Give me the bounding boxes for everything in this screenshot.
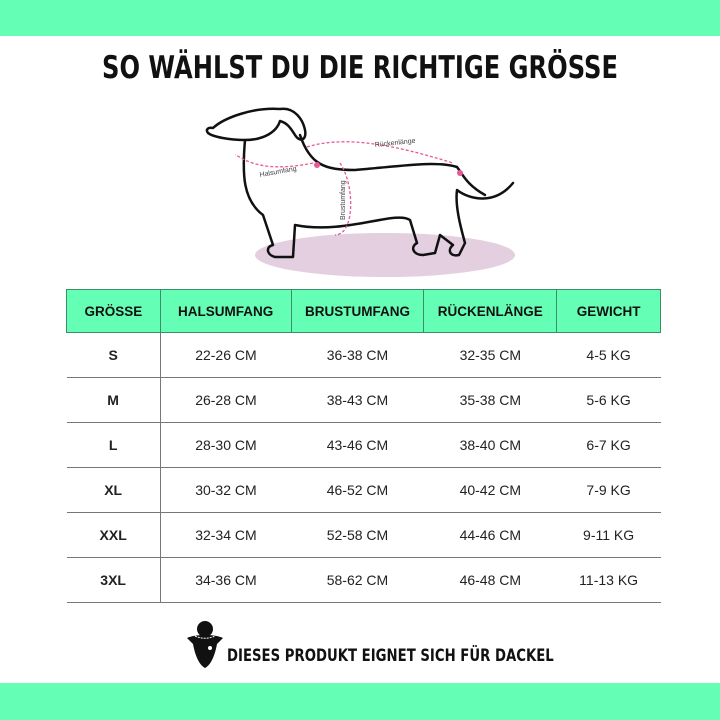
cell-neck: 28-30 CM xyxy=(160,422,292,468)
header-size: GRÖSSE xyxy=(66,289,161,333)
cell-size: S xyxy=(66,332,161,378)
cell-chest: 58-62 CM xyxy=(291,557,424,603)
dachshund-measurement-diagram: Rückenlänge Halsumfang Brustumfang xyxy=(205,107,515,277)
cell-chest: 43-46 CM xyxy=(291,422,424,468)
cell-chest: 36-38 CM xyxy=(291,332,424,378)
cell-neck: 34-36 CM xyxy=(160,557,292,603)
cell-chest: 38-43 CM xyxy=(291,377,424,423)
cell-back: 40-42 CM xyxy=(423,467,557,513)
page-title: SO WÄHLST DU DIE RICHTIGE GRÖSSE xyxy=(102,50,618,86)
cell-back: 38-40 CM xyxy=(423,422,557,468)
cell-size: L xyxy=(66,422,161,468)
cell-weight: 4-5 KG xyxy=(556,332,661,378)
table-row: XXL 32-34 CM 52-58 CM 44-46 CM 9-11 KG xyxy=(66,512,661,558)
table-row: S 22-26 CM 36-38 CM 32-35 CM 4-5 KG xyxy=(66,332,661,378)
dog-head xyxy=(205,107,307,142)
cell-weight: 9-11 KG xyxy=(556,512,661,558)
dachshund-logo-icon xyxy=(187,621,223,668)
cell-weight: 7-9 KG xyxy=(556,467,661,513)
cell-chest: 52-58 CM xyxy=(291,512,424,558)
table-row: M 26-28 CM 38-43 CM 35-38 CM 5-6 KG xyxy=(66,377,661,423)
cell-back: 32-35 CM xyxy=(423,332,557,378)
footer-text: DIESES PRODUKT EIGNET SICH FÜR DACKEL xyxy=(227,646,554,666)
cell-neck: 32-34 CM xyxy=(160,512,292,558)
cell-back: 46-48 CM xyxy=(423,557,557,603)
bottom-band xyxy=(0,683,720,720)
label-neck: Halsumfang xyxy=(259,166,297,179)
table-row: XL 30-32 CM 46-52 CM 40-42 CM 7-9 KG xyxy=(66,467,661,513)
cell-size: 3XL xyxy=(66,557,161,603)
cell-weight: 11-13 KG xyxy=(556,557,661,603)
label-chest: Brustumfang xyxy=(340,180,347,220)
label-back: Rückenlänge xyxy=(374,138,415,149)
table-row: L 28-30 CM 43-46 CM 38-40 CM 6-7 KG xyxy=(66,422,661,468)
cell-weight: 6-7 KG xyxy=(556,422,661,468)
table-header-row: GRÖSSE HALSUMFANG BRUSTUMFANG RÜCKENLÄNG… xyxy=(66,289,661,333)
dog-back xyxy=(298,133,487,197)
cell-size: XXL xyxy=(66,512,161,558)
cell-back: 35-38 CM xyxy=(423,377,557,423)
cell-neck: 30-32 CM xyxy=(160,467,292,513)
cell-size: M xyxy=(66,377,161,423)
top-band xyxy=(0,0,720,36)
cell-weight: 5-6 KG xyxy=(556,377,661,423)
cell-neck: 22-26 CM xyxy=(160,332,292,378)
size-table: GRÖSSE HALSUMFANG BRUSTUMFANG RÜCKENLÄNG… xyxy=(66,289,661,603)
cell-back: 44-46 CM xyxy=(423,512,557,558)
header-neck: HALSUMFANG xyxy=(159,289,292,333)
header-weight: GEWICHT xyxy=(556,289,661,333)
header-back: RÜCKENLÄNGE xyxy=(423,289,558,333)
footer-note: DIESES PRODUKT EIGNET SICH FÜR DACKEL xyxy=(185,615,646,670)
table-row: 3XL 34-36 CM 58-62 CM 46-48 CM 11-13 KG xyxy=(66,557,661,603)
cell-chest: 46-52 CM xyxy=(291,467,424,513)
header-chest: BRUSTUMFANG xyxy=(290,289,425,333)
cell-size: XL xyxy=(66,467,161,513)
dog-body xyxy=(242,138,515,259)
cell-neck: 26-28 CM xyxy=(160,377,292,423)
